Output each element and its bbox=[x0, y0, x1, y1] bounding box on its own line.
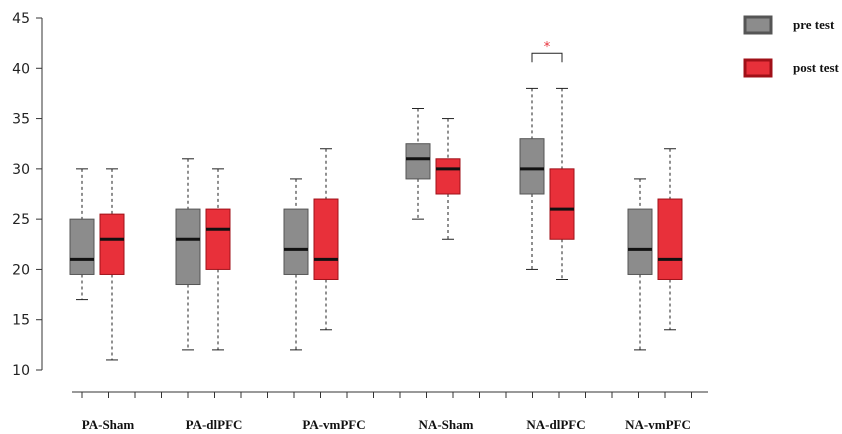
box-post-na-vmpfc bbox=[657, 148, 683, 331]
y-tick-label: 15 bbox=[12, 313, 30, 329]
y-tick-label: 25 bbox=[12, 212, 30, 228]
box-post-pa-vmpfc bbox=[313, 148, 339, 331]
y-tick-label: 45 bbox=[12, 11, 30, 27]
box-iqr bbox=[627, 208, 653, 275]
box-iqr bbox=[549, 168, 575, 240]
box-pre-na-vmpfc bbox=[627, 178, 653, 351]
box-iqr bbox=[435, 158, 461, 195]
box-iqr bbox=[313, 198, 339, 280]
box-pre-pa-dlpfc bbox=[175, 158, 201, 351]
box-iqr bbox=[175, 208, 201, 286]
y-tick-label: 40 bbox=[12, 61, 30, 77]
y-tick-label: 10 bbox=[12, 363, 30, 379]
box-post-pa-dlpfc bbox=[205, 168, 231, 351]
legend-label: post test bbox=[793, 60, 840, 75]
box-iqr bbox=[657, 198, 683, 280]
legend: pre test post test bbox=[743, 15, 840, 78]
x-tick-label: NA-dlPFC bbox=[526, 417, 585, 432]
box-post-pa-sham bbox=[99, 168, 125, 361]
box-pre-pa-sham bbox=[69, 168, 95, 301]
x-tick-label: NA-Sham bbox=[419, 417, 474, 432]
x-tick-label: PA-Sham bbox=[82, 417, 135, 432]
significance-bracket bbox=[531, 52, 563, 63]
annotations: * bbox=[531, 40, 563, 63]
significance-star: * bbox=[544, 40, 551, 55]
box-iqr bbox=[283, 208, 309, 275]
x-axis: PA-Sham PA-dlPFC PA-vmPFC NA-Sham NA-dlPFC NA… bbox=[72, 391, 708, 432]
legend-entry-pre: pre test bbox=[743, 15, 835, 35]
box-pre-na-dlpfc bbox=[519, 87, 545, 270]
box-post-na-sham bbox=[435, 118, 461, 240]
legend-swatch bbox=[743, 15, 773, 35]
legend-swatch bbox=[743, 58, 773, 78]
legend-entry-post: post test bbox=[743, 58, 840, 78]
box-pre-pa-vmpfc bbox=[283, 178, 309, 351]
legend-label: pre test bbox=[793, 17, 835, 32]
y-axis: 10 15 20 25 30 35 40 45 bbox=[12, 11, 43, 379]
y-tick-label: 20 bbox=[12, 262, 30, 278]
box-iqr bbox=[205, 208, 231, 270]
box-post-na-dlpfc bbox=[549, 87, 575, 280]
y-tick-label: 35 bbox=[12, 112, 30, 128]
box-groups bbox=[69, 87, 683, 361]
y-tick-label: 30 bbox=[12, 162, 30, 178]
box-pre-na-sham bbox=[405, 108, 431, 220]
x-tick-label: NA-vmPFC bbox=[625, 417, 691, 432]
x-tick-label: PA-vmPFC bbox=[302, 417, 365, 432]
box-iqr bbox=[405, 143, 431, 180]
box-iqr bbox=[519, 138, 545, 195]
box-iqr bbox=[99, 213, 125, 275]
box-iqr bbox=[69, 218, 95, 275]
x-tick-label: PA-dlPFC bbox=[186, 417, 243, 432]
